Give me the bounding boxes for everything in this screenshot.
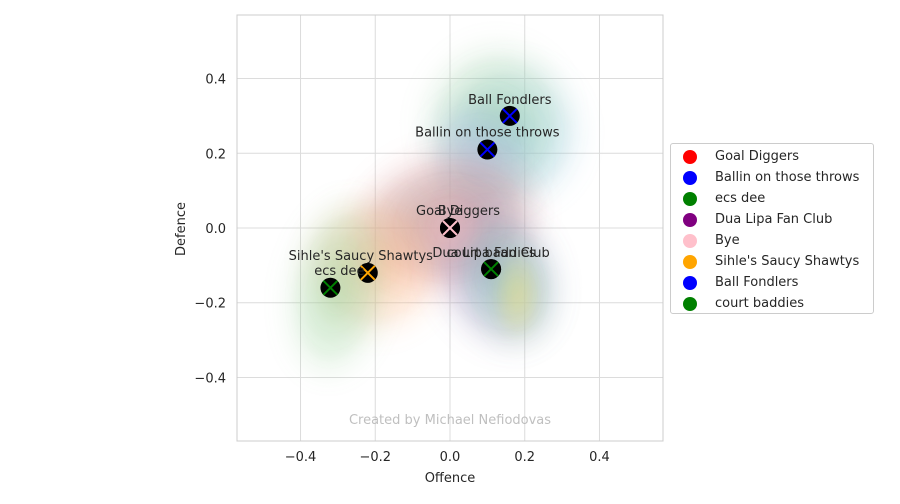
label-layer: Goal Diggers Ballin on those throws ecs de…: [289, 93, 560, 279]
legend-marker: [683, 149, 697, 164]
x-axis-label: Offence: [425, 471, 476, 486]
point-label: Ball Fondlers: [468, 93, 552, 108]
y-tick-label: −0.4: [194, 371, 226, 386]
legend-label: Ball Fondlers: [715, 275, 799, 290]
density-contour: [511, 285, 524, 306]
legend-marker: [683, 254, 697, 269]
legend-entry: Dua Lipa Fan Club: [671, 209, 873, 230]
legend: Goal Diggers Ballin on those throws ecs de…: [670, 143, 874, 314]
plot-frame: [236, 14, 664, 442]
legend-label: ecs dee: [715, 191, 766, 206]
data-point-cross: [322, 280, 339, 296]
y-tick-label: −0.2: [194, 297, 226, 312]
legend-label: Bye: [715, 233, 740, 248]
legend-label: Sihle's Saucy Shawtys: [715, 254, 860, 269]
y-tick-label: 0.4: [205, 73, 226, 88]
marker-layer: [320, 105, 520, 298]
legend-marker: [683, 275, 697, 290]
legend-marker: [683, 170, 697, 185]
point-label: Goal Diggers: [416, 204, 500, 219]
x-tick-label: 0.2: [514, 450, 535, 465]
data-point-cross: [479, 141, 496, 158]
data-point-cross: [483, 261, 499, 277]
point-label: Bye: [438, 204, 463, 219]
legend-label: court baddies: [715, 296, 805, 311]
legend-label: Dua Lipa Fan Club: [715, 212, 833, 227]
axis-layer: −0.4 −0.2 0.0 0.2 0.4 −0.4 −0.2 0.0 0.2 0.4: [194, 73, 609, 465]
legend-entry: Ball Fondlers: [671, 272, 873, 293]
data-point-cross: [502, 108, 518, 124]
x-tick-label: 0.4: [589, 450, 610, 465]
point-label: Dua Lipa Fan Club: [432, 246, 549, 261]
y-axis-label: Defence: [174, 202, 189, 256]
legend-label: Goal Diggers: [715, 149, 799, 164]
x-tick-label: −0.4: [285, 450, 317, 465]
y-tick-label: 0.2: [205, 147, 226, 162]
watermark: Created by Michael Nefiodovas: [349, 413, 551, 428]
data-point-cross: [360, 265, 376, 281]
legend-entry: court baddies: [671, 293, 873, 314]
legend-label: Ballin on those throws: [715, 170, 860, 185]
legend-marker: [683, 233, 697, 248]
legend-entry: Goal Diggers: [671, 146, 873, 167]
legend-marker: [683, 191, 697, 206]
point-label: Sihle's Saucy Shawtys: [289, 249, 434, 264]
point-label: court baddies: [447, 246, 536, 261]
legend-entry: Sihle's Saucy Shawtys: [671, 251, 873, 272]
density-region: [490, 250, 544, 341]
legend-marker: [683, 212, 697, 227]
legend-marker: [683, 296, 697, 311]
point-label: ecs dee: [314, 264, 364, 279]
legend-entry: Bye: [671, 230, 873, 251]
point-label: Ballin on those throws: [415, 126, 560, 141]
y-tick-label: 0.0: [205, 222, 226, 237]
data-point-cross: [442, 220, 458, 236]
legend-entry: Ballin on those throws: [671, 167, 873, 188]
x-tick-label: 0.0: [440, 450, 461, 465]
legend-entry: ecs dee: [671, 188, 873, 209]
x-tick-label: −0.2: [359, 450, 391, 465]
